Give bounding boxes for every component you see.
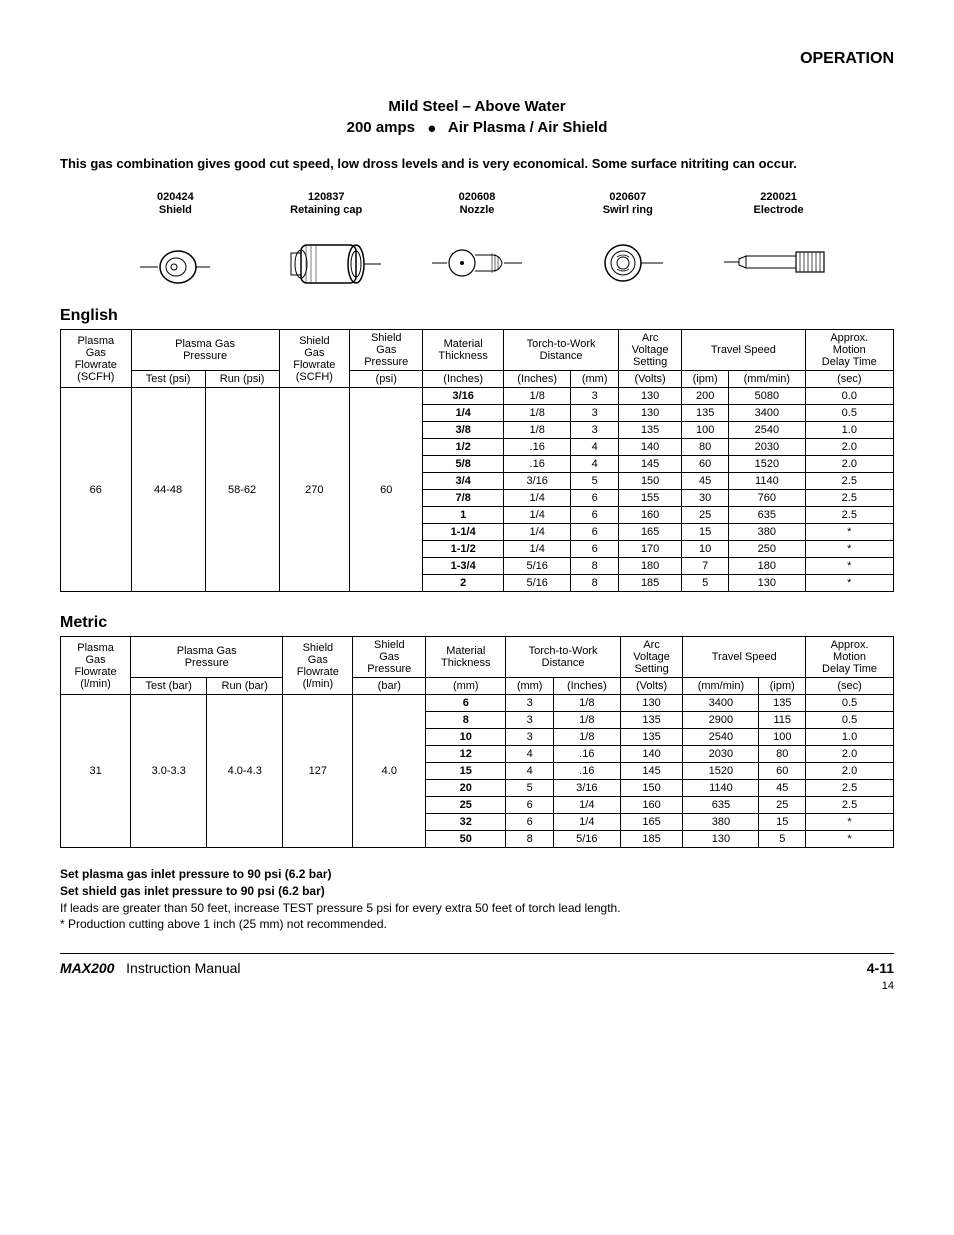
part-name: Nozzle: [402, 204, 553, 217]
title-line2: 200 amps ● Air Plasma / Air Shield: [60, 119, 894, 137]
part-num: 220021: [703, 191, 854, 204]
swirl-ring-icon: [552, 227, 703, 297]
english-heading: English: [60, 307, 894, 325]
electrode-icon: [703, 227, 854, 297]
shield-icon: [100, 227, 251, 297]
notes-block: Set plasma gas inlet pressure to 90 psi …: [60, 866, 894, 933]
parts-diagram: 020424 Shield 120837 Retaining cap 02060…: [60, 191, 894, 297]
bullet-icon: ●: [427, 120, 436, 137]
retaining-cap-icon: [251, 227, 402, 297]
part-name: Shield: [100, 204, 251, 217]
metric-table: PlasmaGasFlowrate(l/min) Plasma GasPress…: [60, 636, 894, 848]
title-line1: Mild Steel – Above Water: [60, 98, 894, 115]
title-gas: Air Plasma / Air Shield: [448, 119, 608, 136]
note-1: Set plasma gas inlet pressure to 90 psi …: [60, 867, 331, 881]
manual-label: Instruction Manual: [126, 960, 240, 976]
part-name: Electrode: [703, 204, 854, 217]
metric-heading: Metric: [60, 614, 894, 632]
product-name: MAX200: [60, 960, 114, 976]
small-page-number: 14: [60, 980, 894, 992]
english-table: PlasmaGasFlowrate(SCFH) Plasma GasPressu…: [60, 329, 894, 592]
part-num: 120837: [251, 191, 402, 204]
part-num: 020607: [552, 191, 703, 204]
section-header: OPERATION: [60, 50, 894, 68]
note-2: Set shield gas inlet pressure to 90 psi …: [60, 884, 325, 898]
note-4: * Production cutting above 1 inch (25 mm…: [60, 917, 387, 931]
title-amps: 200 amps: [347, 119, 415, 136]
page-footer: MAX200 Instruction Manual 4-11: [60, 953, 894, 976]
nozzle-icon: [402, 227, 553, 297]
part-name: Retaining cap: [251, 204, 402, 217]
note-3: If leads are greater than 50 feet, incre…: [60, 901, 621, 915]
intro-text: This gas combination gives good cut spee…: [60, 155, 894, 173]
page-number: 4-11: [867, 960, 894, 976]
part-name: Swirl ring: [552, 204, 703, 217]
part-num: 020608: [402, 191, 553, 204]
part-num: 020424: [100, 191, 251, 204]
